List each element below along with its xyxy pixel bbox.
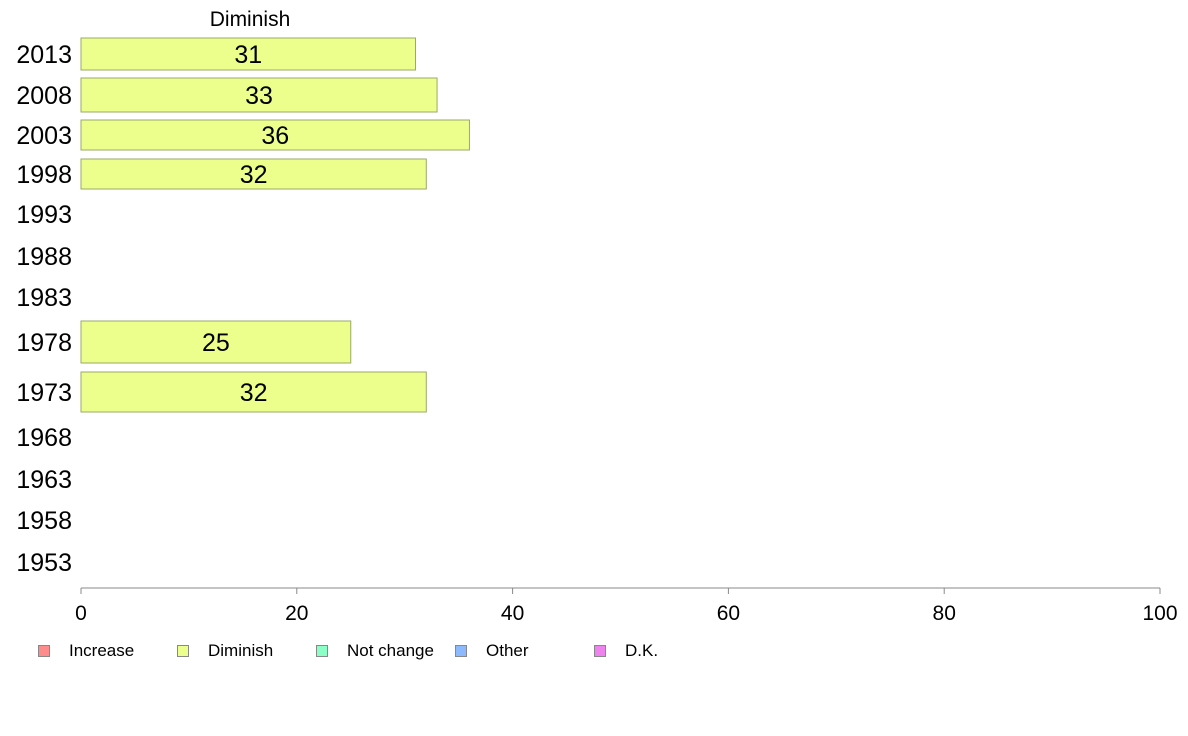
- category-labels: 2013 2008 2003 1998 1993 1988 1983 1978 1973 1968…: [16, 41, 72, 577]
- category-label-2008: 2008: [16, 82, 72, 110]
- x-tick-label-80: 80: [933, 602, 956, 625]
- legend-label-other: Other: [486, 641, 529, 660]
- bar-diminish-2003: [80, 119, 470, 151]
- bar-value-label-diminish-2008: 33: [245, 82, 273, 110]
- legend-label-diminish: Diminish: [208, 641, 274, 660]
- x-tick-label-20: 20: [285, 602, 308, 625]
- bar-value-label-diminish-1973: 32: [240, 379, 268, 407]
- bar-diminish-1998: [80, 158, 427, 190]
- x-tick-label-60: 60: [717, 602, 740, 625]
- category-label-1998: 1998: [16, 161, 72, 189]
- legend-swatch-not-change: [316, 645, 328, 657]
- category-label-1968: 1968: [16, 424, 72, 452]
- bar-value-label-diminish-2003: 36: [261, 122, 289, 150]
- category-label-2003: 2003: [16, 122, 72, 150]
- bar-diminish-1978: [80, 320, 352, 364]
- bar-value-label-diminish-1998: 32: [240, 161, 268, 189]
- x-tick-label-100: 100: [1142, 602, 1177, 625]
- legend-label-dk: D.K.: [625, 641, 659, 660]
- legend-swatch-increase: [38, 645, 50, 657]
- legend-swatch-dk: [594, 645, 606, 657]
- bar-value-label-diminish-2013: 31: [234, 41, 262, 69]
- legend-label-not-change: Not change: [347, 641, 434, 660]
- legend-label-increase: Increase: [69, 641, 135, 660]
- category-label-2013: 2013: [16, 41, 72, 69]
- category-label-1973: 1973: [16, 379, 72, 407]
- category-label-1993: 1993: [16, 201, 72, 229]
- category-label-1958: 1958: [16, 507, 72, 535]
- bar-diminish-2013: [80, 37, 416, 71]
- category-label-1983: 1983: [16, 284, 72, 312]
- category-label-1978: 1978: [16, 329, 72, 357]
- column-header-layer: Diminish: [210, 8, 291, 31]
- x-tick-label-0: 0: [75, 602, 87, 625]
- bar-value-label-diminish-1978: 25: [202, 329, 230, 357]
- category-label-1988: 1988: [16, 243, 72, 271]
- category-label-1953: 1953: [16, 549, 72, 577]
- category-label-1963: 1963: [16, 466, 72, 494]
- bars-layer: 31 33 36 32 25 32: [80, 37, 470, 413]
- bar-diminish-1973: [80, 371, 427, 413]
- legend-swatch-other: [455, 645, 467, 657]
- x-tick-label-40: 40: [501, 602, 524, 625]
- bar-diminish-2008: [80, 77, 438, 113]
- x-axis: 0 20 40 60 80 100: [75, 587, 1178, 625]
- column-header-label: Diminish: [210, 8, 291, 31]
- legend-swatch-diminish: [177, 645, 189, 657]
